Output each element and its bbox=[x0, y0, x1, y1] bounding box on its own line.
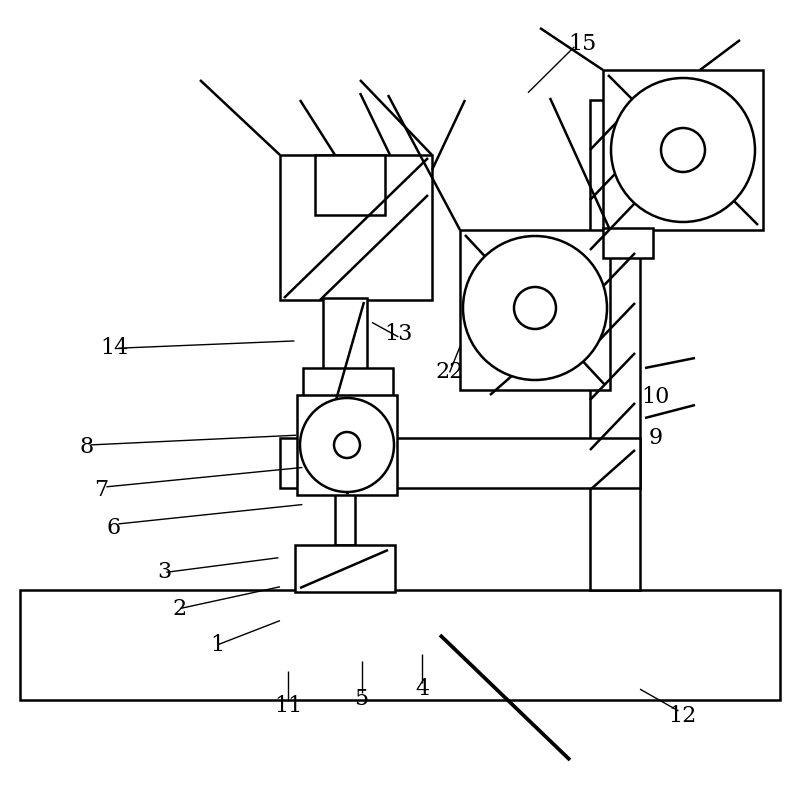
Text: 1: 1 bbox=[210, 634, 225, 656]
Bar bbox=[295, 545, 395, 592]
Text: 10: 10 bbox=[642, 386, 670, 409]
Text: 3: 3 bbox=[157, 561, 171, 584]
Circle shape bbox=[334, 432, 360, 458]
Text: 2: 2 bbox=[173, 597, 187, 620]
Circle shape bbox=[514, 287, 556, 329]
Bar bbox=[303, 368, 393, 396]
Circle shape bbox=[611, 78, 755, 222]
Bar bbox=[603, 228, 653, 258]
Bar bbox=[335, 488, 355, 545]
Text: 12: 12 bbox=[668, 704, 697, 727]
Text: 8: 8 bbox=[79, 436, 94, 459]
Bar bbox=[603, 70, 763, 230]
Text: 4: 4 bbox=[415, 678, 430, 700]
Bar bbox=[460, 230, 610, 390]
Text: 6: 6 bbox=[106, 517, 121, 539]
Circle shape bbox=[661, 128, 705, 172]
Text: 13: 13 bbox=[384, 323, 413, 346]
Circle shape bbox=[300, 398, 394, 492]
Text: 15: 15 bbox=[568, 33, 597, 56]
Bar bbox=[280, 438, 640, 488]
Bar bbox=[323, 298, 367, 438]
Text: 22: 22 bbox=[435, 361, 464, 384]
Text: 5: 5 bbox=[354, 688, 369, 710]
Bar bbox=[20, 590, 780, 700]
Circle shape bbox=[463, 236, 607, 380]
Bar bbox=[590, 100, 640, 590]
Bar bbox=[315, 155, 385, 215]
Text: 14: 14 bbox=[100, 337, 129, 359]
Bar bbox=[297, 395, 397, 495]
Bar bbox=[280, 155, 432, 300]
Text: 7: 7 bbox=[94, 479, 109, 501]
Text: 11: 11 bbox=[274, 695, 302, 717]
Text: 9: 9 bbox=[649, 426, 663, 449]
